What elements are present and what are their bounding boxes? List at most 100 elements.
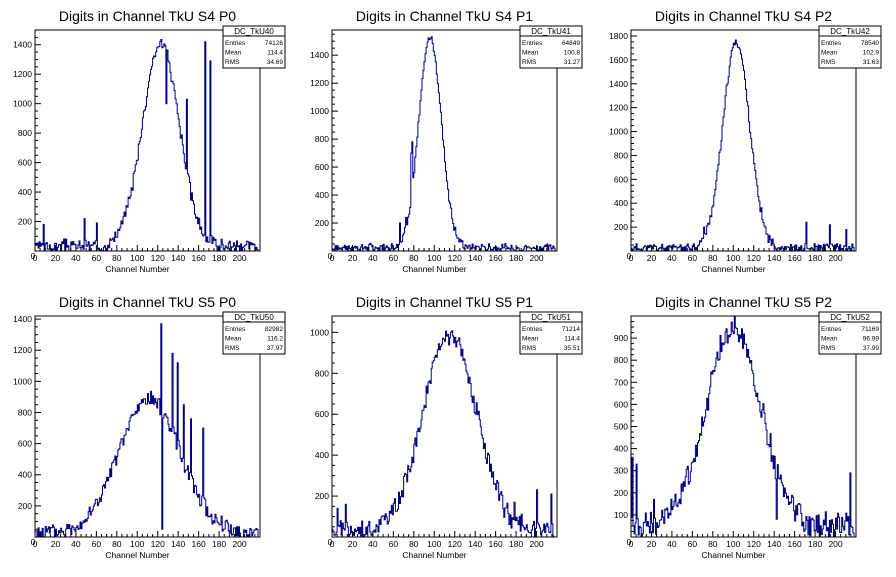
x-tick-label: 20	[647, 539, 657, 549]
y-tick-label: 1400	[609, 79, 628, 89]
stats-label: Entries	[225, 326, 246, 333]
x-axis-label: Channel Number	[402, 550, 466, 560]
y-tick-label: 1000	[609, 127, 628, 137]
stats-box-name: DC_TkU41	[531, 27, 571, 36]
y-tick-label: 1000	[310, 327, 329, 337]
stats-box: DC_TkU51 Entries 71214 Mean 114.4 RMS 35.51	[519, 311, 583, 355]
x-tick-label: 180	[212, 253, 226, 263]
x-tick-label: 40	[71, 253, 81, 263]
x-tick-label: 40	[667, 539, 677, 549]
x-axis-label: Channel Number	[402, 264, 466, 274]
x-tick-label: 20	[348, 253, 358, 263]
stats-value: 74126	[265, 40, 283, 47]
stats-box-name: DC_TkU50	[234, 313, 274, 322]
chart-title: Digits in Channel TkU S4 P0	[59, 8, 236, 24]
y-tick-label: 1000	[310, 106, 329, 116]
stats-value: 34.69	[267, 59, 284, 66]
stats-box-frame	[519, 25, 583, 69]
x-tick-label: 160	[788, 539, 802, 549]
stats-value: 71214	[562, 326, 580, 333]
y-tick-label: 200	[614, 488, 628, 498]
stats-label: Mean	[225, 50, 242, 57]
stats-box: DC_TkU42 Entries 78540 Mean 102.9 RMS 31.63	[818, 25, 882, 69]
y-tick-label: 1200	[13, 69, 32, 79]
x-tick-label: 140	[171, 253, 185, 263]
y-tick-label: 1400	[13, 40, 32, 50]
y-tick-label: 1800	[609, 31, 628, 41]
x-tick-label: 200	[232, 539, 246, 549]
x-tick-label: 140	[171, 539, 185, 549]
y-tick-label: 1000	[13, 376, 32, 386]
stats-label: Entries	[225, 40, 246, 47]
y-tick-label: 400	[315, 190, 329, 200]
y-tick-label: 800	[18, 128, 32, 138]
histogram-panel: Digits in Channel TkU S5 P1 0 20 40 60 80 100 1…	[310, 294, 583, 560]
x-tick-label: 40	[368, 539, 378, 549]
stats-label: Entries	[522, 326, 543, 333]
origin-label: 0	[31, 251, 36, 261]
stats-label: RMS	[522, 59, 537, 66]
y-tick-label: 800	[614, 355, 628, 365]
x-tick-label: 120	[747, 253, 761, 263]
x-tick-label: 200	[529, 539, 543, 549]
x-tick-label: 80	[409, 253, 419, 263]
stats-value: 82982	[265, 326, 283, 333]
x-tick-label: 120	[151, 253, 165, 263]
origin-label: 0	[627, 537, 632, 547]
x-tick-label: 100	[726, 253, 740, 263]
stats-value: 102.9	[863, 50, 880, 57]
stats-label: Mean	[821, 336, 838, 343]
chart-title: Digits in Channel TkU S5 P1	[356, 294, 533, 310]
histogram-panel: Digits in Channel TkU S4 P1 0 20 40 60 80 100 1…	[310, 8, 583, 274]
y-tick-label: 600	[614, 399, 628, 409]
x-tick-label: 140	[767, 539, 781, 549]
x-tick-label: 0	[33, 539, 38, 549]
stats-value: 116.2	[267, 336, 283, 343]
x-tick-label: 100	[726, 539, 740, 549]
stats-box-name: DC_TkU52	[830, 313, 870, 322]
x-axis-label: Channel Number	[105, 264, 169, 274]
stats-value: 114.4	[267, 50, 283, 57]
stats-value: 31.63	[863, 59, 880, 66]
stats-label: RMS	[821, 59, 836, 66]
origin-label: 0	[328, 251, 333, 261]
y-tick-label: 600	[315, 409, 329, 419]
x-tick-label: 80	[112, 539, 122, 549]
x-tick-label: 160	[192, 253, 206, 263]
histogram-panel: Digits in Channel TkU S4 P0 0 20 40 60 80 100 1…	[13, 8, 286, 274]
stats-label: Entries	[821, 40, 842, 47]
x-tick-label: 100	[130, 539, 144, 549]
x-tick-label: 60	[688, 253, 698, 263]
x-tick-label: 160	[489, 253, 503, 263]
x-tick-label: 140	[468, 539, 482, 549]
x-tick-label: 20	[647, 253, 657, 263]
stats-value: 78540	[861, 40, 879, 47]
chart-title: Digits in Channel TkU S5 P0	[59, 294, 236, 310]
stats-box-frame	[818, 311, 882, 355]
x-tick-label: 160	[192, 539, 206, 549]
x-tick-label: 60	[389, 253, 399, 263]
stats-label: Entries	[522, 40, 543, 47]
x-tick-label: 120	[151, 539, 165, 549]
y-tick-label: 800	[614, 150, 628, 160]
x-tick-label: 80	[708, 253, 718, 263]
y-tick-label: 200	[614, 222, 628, 232]
x-tick-label: 80	[708, 539, 718, 549]
stats-box-frame	[519, 311, 583, 355]
y-tick-label: 200	[18, 501, 32, 511]
x-tick-label: 100	[427, 253, 441, 263]
y-tick-label: 900	[614, 333, 628, 343]
x-tick-label: 60	[92, 253, 102, 263]
chart-title: Digits in Channel TkU S5 P2	[655, 294, 832, 310]
stats-label: Mean	[522, 50, 539, 57]
x-axis-label: Channel Number	[105, 550, 169, 560]
stats-label: Entries	[821, 326, 842, 333]
histogram-panel: Digits in Channel TkU S4 P2 0 20 40 60 80 100 1…	[609, 8, 882, 274]
x-tick-label: 120	[448, 253, 462, 263]
histogram-series	[631, 316, 855, 537]
y-tick-label: 200	[18, 217, 32, 227]
y-tick-label: 600	[315, 162, 329, 172]
y-tick-label: 1200	[13, 345, 32, 355]
